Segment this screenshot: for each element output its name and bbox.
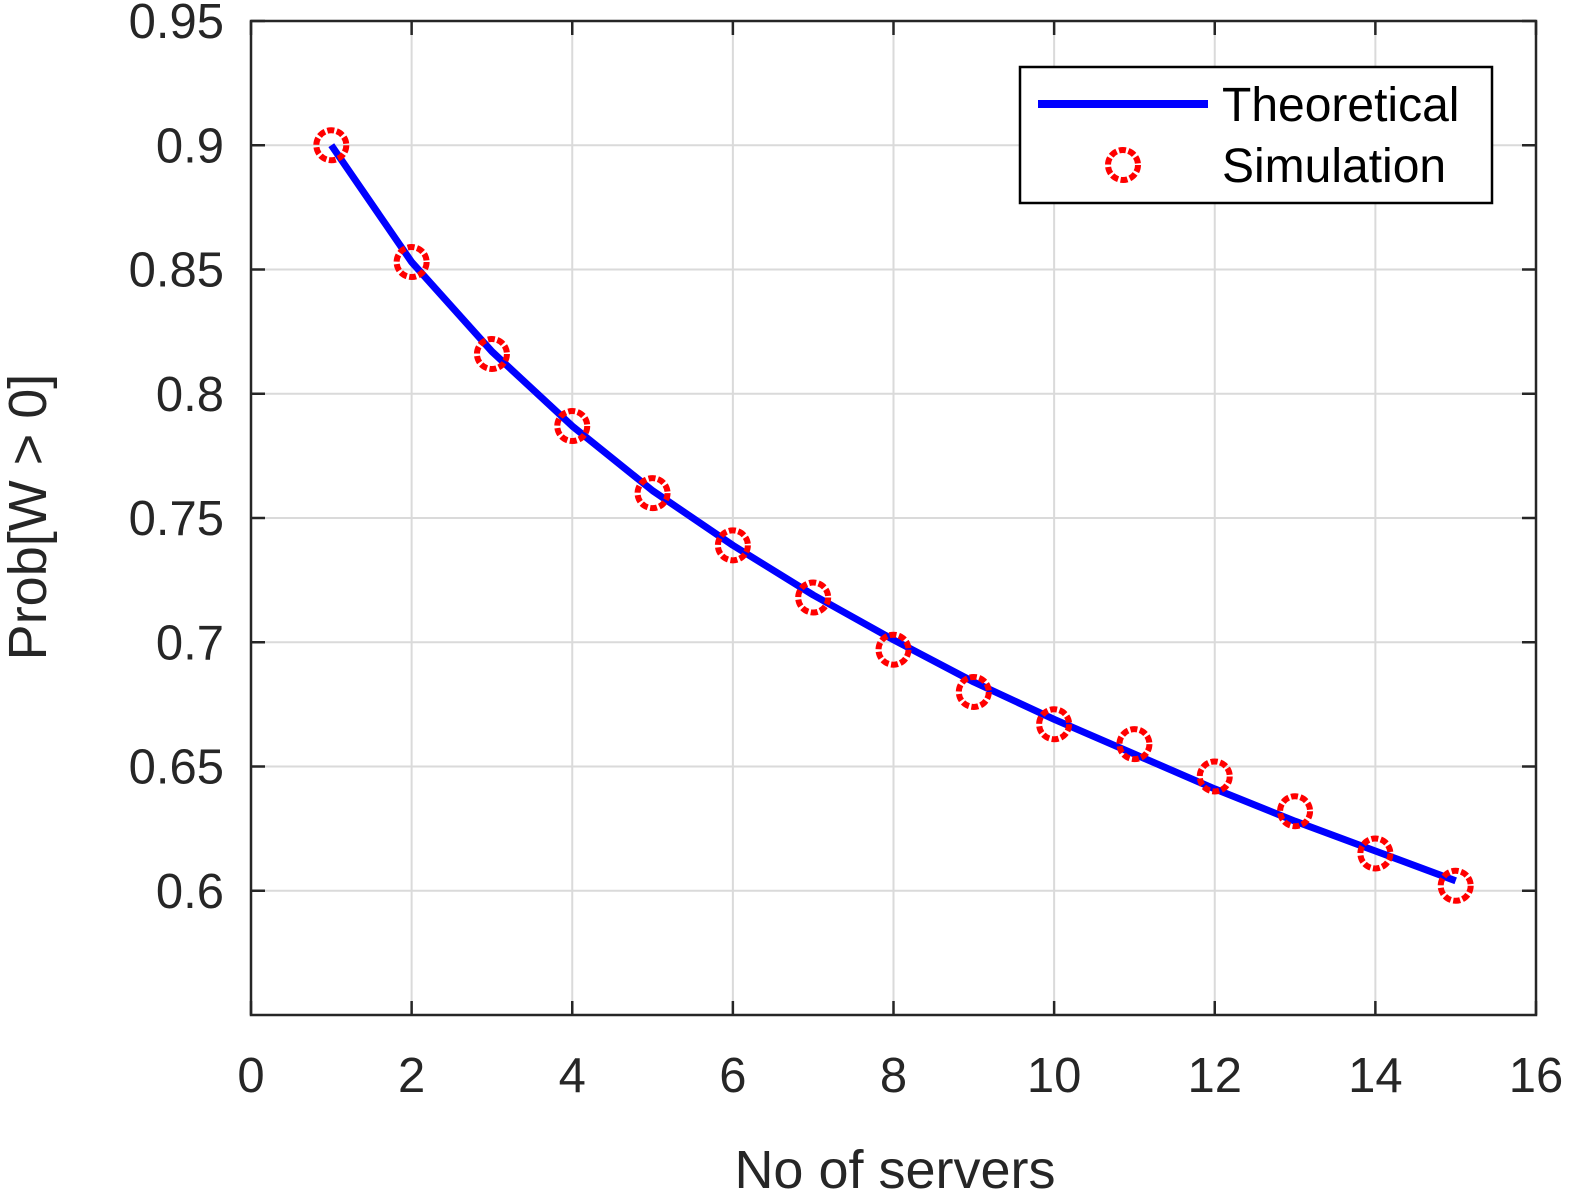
x-axis-title: No of servers <box>734 1140 1055 1199</box>
simulation-point <box>795 579 832 616</box>
x-tick-label: 6 <box>719 1049 746 1103</box>
simulation-point <box>313 127 350 164</box>
y-tick-label: 0.7 <box>156 616 224 670</box>
y-tick-label: 0.75 <box>129 492 224 546</box>
x-tick-label: 8 <box>880 1049 907 1103</box>
simulation-point <box>1277 793 1314 830</box>
legend-label-theoretical: Theoretical <box>1222 79 1459 132</box>
theoretical-series-line <box>328 143 1457 885</box>
y-axis-title: Prob[W > 0] <box>0 374 58 661</box>
tick-labels: 0 2 4 6 8 10 12 14 16 0.6 0.65 0.7 0.75 0.8 0.85 0.9 0.9… <box>129 0 1564 1103</box>
legend-label-simulation: Simulation <box>1222 140 1446 193</box>
legend: Theoretical Simulation <box>1018 65 1494 205</box>
simulation-point <box>554 408 591 445</box>
legend-box <box>1018 65 1494 205</box>
simulation-point <box>1116 726 1153 763</box>
simulation-point <box>875 631 912 668</box>
axes <box>249 19 1538 1017</box>
simulation-point <box>955 673 992 710</box>
simulation-point <box>634 475 671 512</box>
y-tick-label: 0.95 <box>129 0 224 49</box>
x-tick-label: 0 <box>237 1049 264 1103</box>
x-tick-label: 2 <box>398 1049 425 1103</box>
y-tick-label: 0.6 <box>156 865 224 919</box>
y-tick-label: 0.8 <box>156 368 224 422</box>
x-tick-label: 12 <box>1187 1049 1242 1103</box>
x-tick-label: 4 <box>559 1049 586 1103</box>
legend-marker-swatch <box>1105 147 1141 183</box>
y-tick-label: 0.85 <box>129 244 224 298</box>
y-tick-label: 0.65 <box>129 741 224 795</box>
simulation-point <box>1036 706 1073 743</box>
simulation-point <box>1196 758 1233 795</box>
simulation-point <box>393 244 430 281</box>
simulation-point <box>714 527 751 564</box>
x-tick-label: 16 <box>1509 1049 1564 1103</box>
plot-area <box>313 127 1474 904</box>
simulation-point <box>1437 867 1474 904</box>
x-tick-label: 14 <box>1348 1049 1403 1103</box>
y-tick-label: 0.9 <box>156 119 224 173</box>
simulation-point <box>1357 835 1394 872</box>
simulation-point <box>473 335 510 372</box>
x-tick-label: 10 <box>1027 1049 1082 1103</box>
